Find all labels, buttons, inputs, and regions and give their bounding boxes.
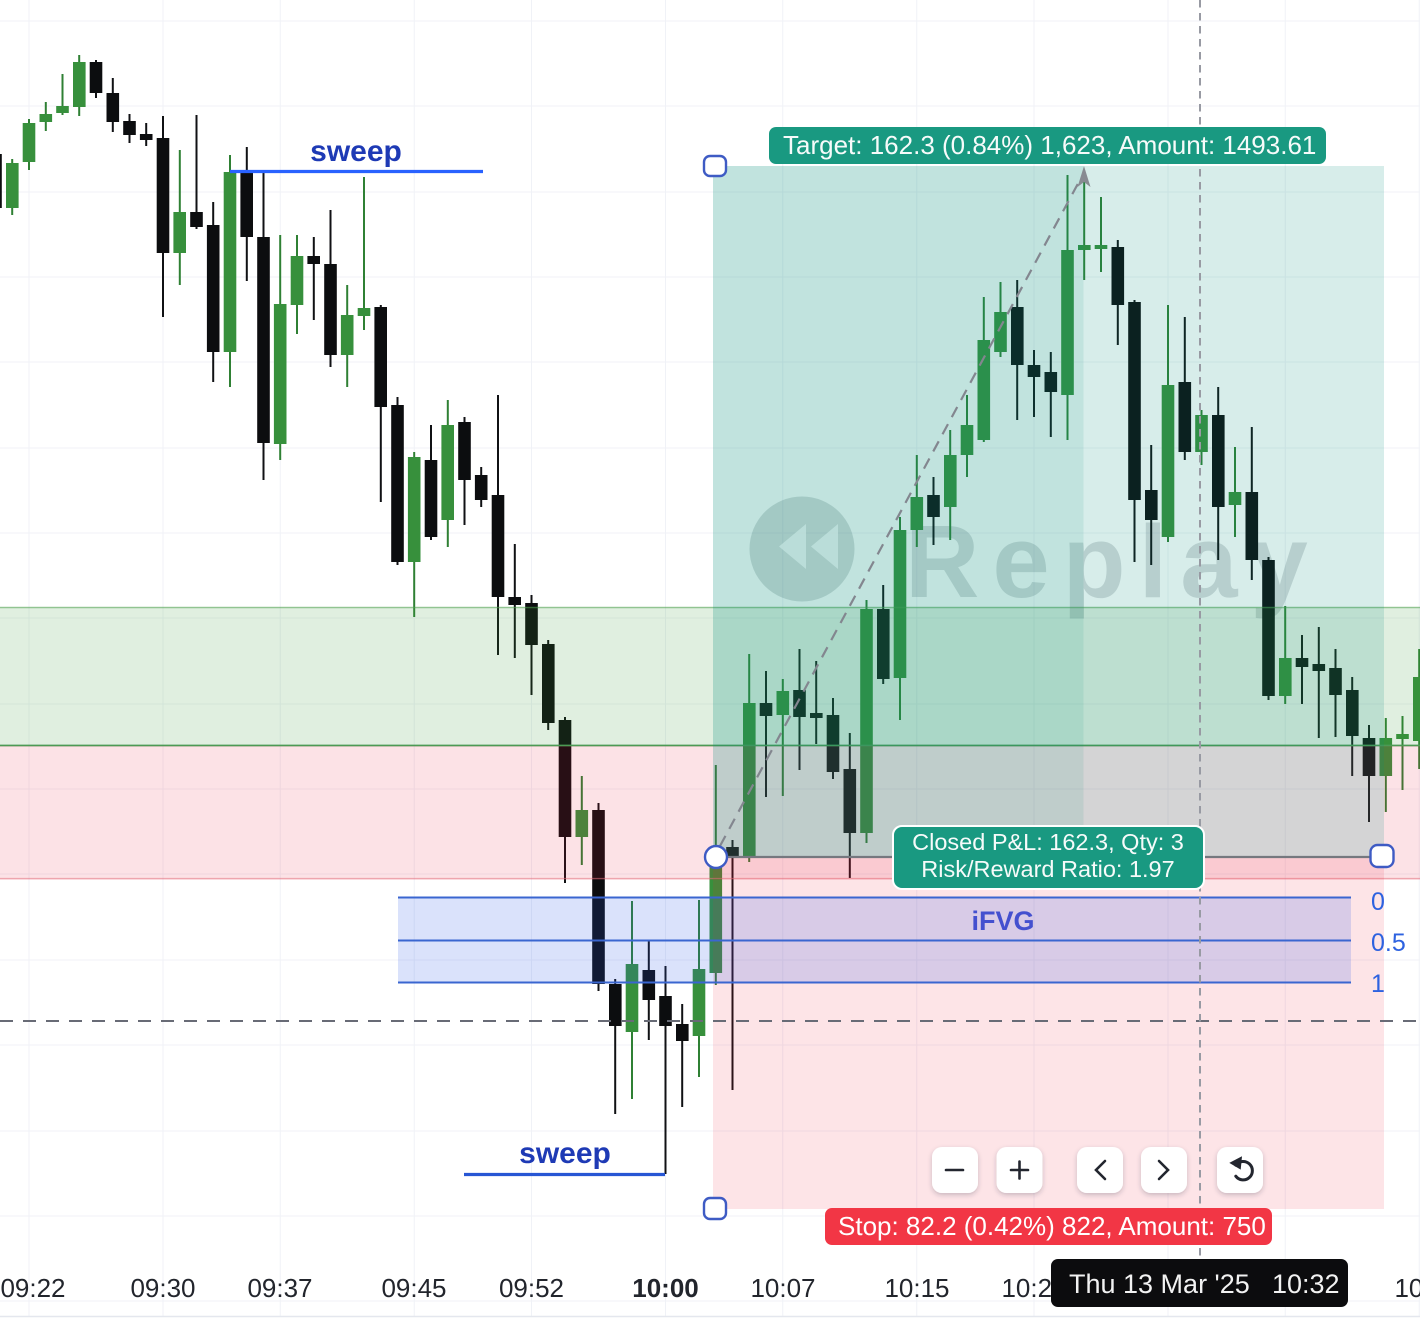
svg-text:09:52: 09:52: [499, 1273, 564, 1303]
svg-text:09:45: 09:45: [381, 1273, 446, 1303]
svg-text:10:07: 10:07: [750, 1273, 815, 1303]
svg-text:10:00: 10:00: [632, 1273, 699, 1303]
svg-text:Risk/Reward Ratio: 1.97: Risk/Reward Ratio: 1.97: [921, 856, 1174, 882]
svg-text:Target: 162.3 (0.84%) 1,623, A: Target: 162.3 (0.84%) 1,623, Amount: 149…: [783, 130, 1316, 160]
svg-text:Closed P&L: 162.3, Qty: 3: Closed P&L: 162.3, Qty: 3: [912, 829, 1184, 855]
svg-text:0.5: 0.5: [1371, 929, 1406, 957]
svg-text:10:32: 10:32: [1272, 1269, 1340, 1299]
svg-text:1: 1: [1371, 970, 1385, 998]
svg-text:09:30: 09:30: [130, 1273, 195, 1303]
svg-text:09:37: 09:37: [247, 1273, 312, 1303]
svg-text:0: 0: [1371, 888, 1385, 916]
svg-text:Stop: 82.2 (0.42%) 822, Amount: Stop: 82.2 (0.42%) 822, Amount: 750: [838, 1211, 1266, 1241]
svg-text:sweep: sweep: [310, 135, 402, 168]
svg-text:sweep: sweep: [519, 1137, 611, 1170]
svg-text:Replay: Replay: [905, 504, 1321, 619]
svg-text:09:22: 09:22: [0, 1273, 65, 1303]
svg-text:iFVG: iFVG: [971, 906, 1034, 936]
svg-text:10:45: 10:45: [1394, 1273, 1420, 1303]
svg-text:Thu 13 Mar '25: Thu 13 Mar '25: [1069, 1269, 1250, 1299]
svg-text:10:15: 10:15: [884, 1273, 949, 1303]
